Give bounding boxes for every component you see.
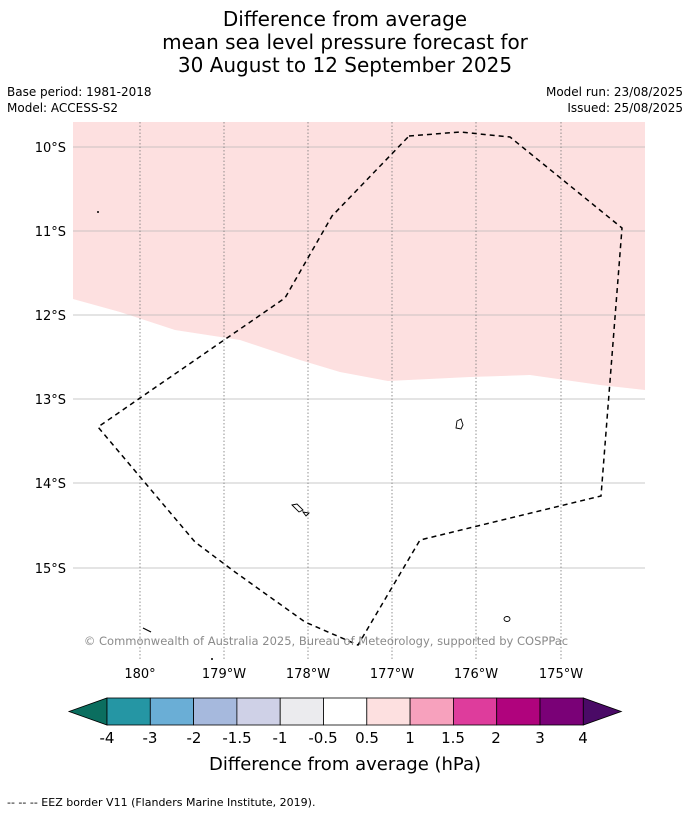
colorbar-swatch [236, 697, 281, 726]
colorbar-ticks: -4 -3 -2 -1.5 -1 -0.5 0.5 1 1.5 2 3 4 [100, 729, 588, 747]
colorbar-extend-low [67, 697, 108, 726]
lat-label: 13°S [35, 393, 66, 408]
island-rose [503, 616, 511, 622]
map-panel: © Commonwealth of Australia 2025, Bureau… [73, 122, 645, 660]
model-run: Model run: 23/08/2025 [545, 85, 683, 99]
colorbar-swatch [193, 697, 238, 726]
lat-label: 15°S [35, 562, 66, 577]
colorbar-tick-label: 2 [491, 729, 501, 747]
lat-label: 12°S [35, 309, 66, 324]
meta-right: Model run: 23/08/2025 Issued: 25/08/2025 [546, 84, 683, 116]
eez-footnote: -- -- -- EEZ border V11 (Flanders Marine… [7, 796, 316, 809]
meta-left: Base period: 1981-2018 Model: ACCESS-S2 [7, 84, 152, 116]
colorbar-swatch [452, 697, 498, 726]
issued-date: Issued: 25/08/2025 [567, 101, 683, 115]
chart-title: Difference from average mean sea level p… [0, 8, 690, 77]
colorbar-tick-label: -4 [100, 729, 115, 747]
islet-north [97, 211, 99, 213]
longitude-gridlines [139, 122, 562, 660]
colorbar-swatches [67, 697, 623, 726]
colorbar-tick-label: -2 [187, 729, 202, 747]
colorbar-tick-label: -3 [143, 729, 158, 747]
lon-label: 175°W [539, 667, 583, 682]
anomaly-shaded-region [73, 122, 645, 390]
colorbar: -4 -3 -2 -1.5 -1 -0.5 0.5 1 1.5 2 3 4 Di… [67, 697, 623, 775]
colorbar-swatch [323, 697, 368, 726]
colorbar-tick-label: 1.5 [441, 729, 465, 747]
colorbar-swatch [106, 697, 151, 726]
base-period: Base period: 1981-2018 [7, 85, 152, 99]
lon-label: 178°W [286, 667, 330, 682]
colorbar-swatch [409, 697, 454, 726]
model-name: Model: ACCESS-S2 [7, 101, 119, 115]
lon-label: 177°W [370, 667, 414, 682]
colorbar-tick-label: 0.5 [355, 729, 379, 747]
lat-label: 11°S [35, 225, 66, 240]
colorbar-tick-label: 1 [405, 729, 415, 747]
lon-label: 179°W [202, 667, 246, 682]
latitude-labels: 10°S 11°S 12°S 13°S 14°S 15°S [35, 141, 66, 577]
colorbar-swatch [496, 697, 541, 726]
colorbar-label: Difference from average (hPa) [209, 754, 481, 775]
latitude-gridlines [73, 146, 645, 569]
island-aunuu [301, 511, 310, 517]
colorbar-swatch [539, 697, 584, 726]
longitude-labels: 180° 179°W 178°W 177°W 176°W 175°W [124, 667, 583, 682]
islet-southwest [142, 627, 152, 633]
copyright-notice: © Commonwealth of Australia 2025, Bureau… [84, 634, 568, 648]
title-line-3: 30 August to 12 September 2025 [177, 53, 513, 77]
colorbar-swatch [149, 697, 195, 726]
colorbar-extend-high [582, 697, 623, 726]
colorbar-tick-label: 4 [578, 729, 588, 747]
lat-label: 10°S [35, 141, 66, 156]
colorbar-tick-label: -1 [273, 729, 288, 747]
colorbar-swatch [279, 697, 324, 726]
lon-label: 180° [124, 667, 155, 682]
island-swains [455, 418, 464, 430]
island-tutuila [291, 503, 304, 513]
colorbar-tick-label: -1.5 [222, 729, 251, 747]
islet-south [211, 658, 213, 660]
lat-label: 14°S [35, 477, 66, 492]
colorbar-tick-label: 3 [535, 729, 545, 747]
colorbar-tick-label: -0.5 [308, 729, 337, 747]
lon-label: 176°W [454, 667, 498, 682]
title-line-1: Difference from average [222, 7, 468, 31]
colorbar-swatch [366, 697, 411, 726]
title-line-2: mean sea level pressure forecast for [162, 30, 528, 54]
